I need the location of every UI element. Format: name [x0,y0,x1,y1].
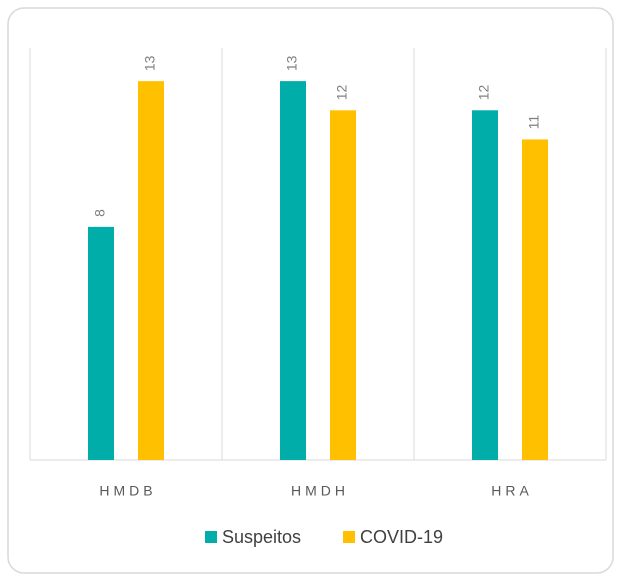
legend-swatch [205,531,217,543]
bar [88,226,114,460]
data-label: 12 [334,84,350,100]
x-tick-label: HMDH [291,483,349,499]
data-label: 13 [142,55,158,71]
data-label: 8 [92,209,108,217]
legend-swatch [343,531,355,543]
legend-label: Suspeitos [222,527,301,547]
bar [138,81,164,461]
bar [472,110,498,461]
x-tick-label: HRA [491,483,533,499]
data-label: 13 [284,55,300,71]
data-label: 11 [526,115,542,130]
bar [522,139,548,460]
bar [280,81,306,461]
bar [330,110,356,461]
x-tick-label: HMDB [99,483,156,499]
legend-label: COVID-19 [360,527,443,547]
data-label: 12 [476,84,492,100]
